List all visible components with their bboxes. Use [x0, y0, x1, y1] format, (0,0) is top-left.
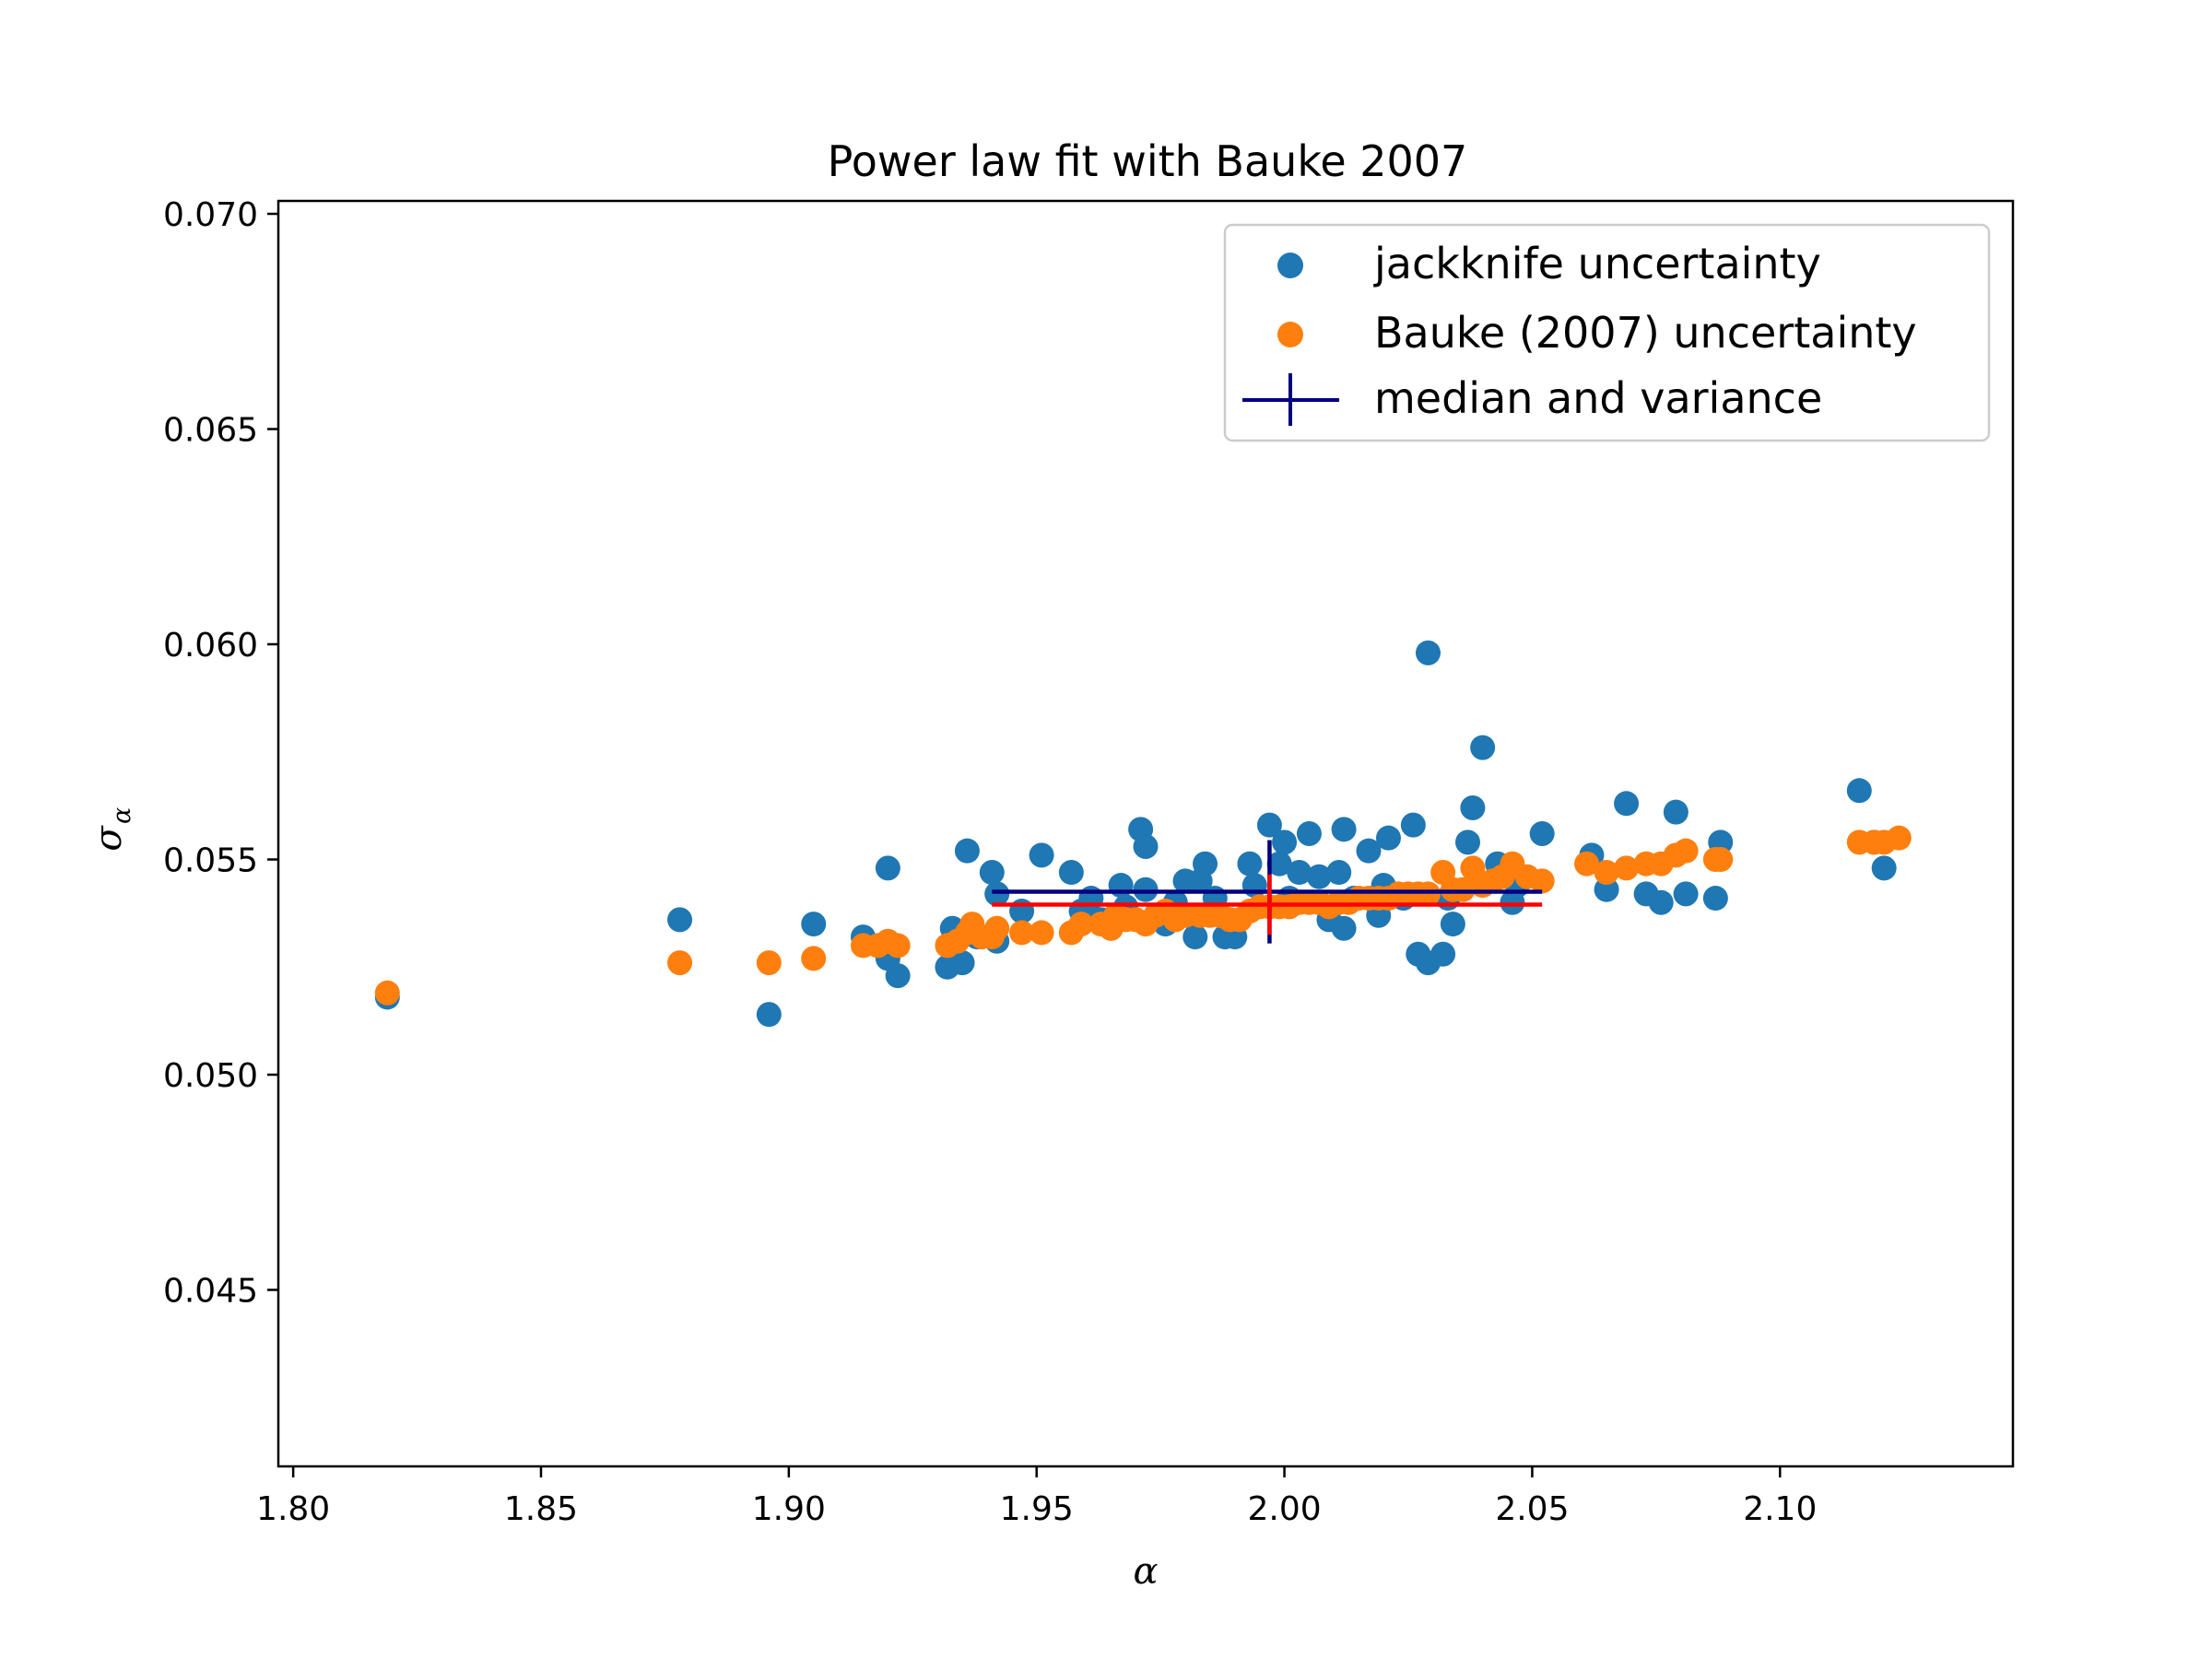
bauke-point	[1450, 877, 1476, 902]
jackknife-point	[1663, 799, 1688, 825]
jackknife-point	[1182, 924, 1208, 950]
jackknife-point	[1331, 817, 1357, 842]
x-tick-label: 2.05	[1495, 1490, 1569, 1528]
bauke-point	[667, 950, 693, 976]
legend-box	[1223, 223, 1991, 442]
legend-marker-jackknife	[1277, 253, 1303, 278]
jackknife-point	[1193, 851, 1218, 877]
plot-marks	[374, 640, 1912, 1028]
legend: jackknife uncertainty Bauke (2007) uncer…	[1223, 223, 1991, 442]
jackknife-point	[1430, 941, 1456, 967]
jackknife-point	[1296, 821, 1322, 846]
legend-label-jackknife: jackknife uncertainty	[1373, 239, 1821, 288]
bauke-median-variance-marker	[992, 874, 1543, 935]
jackknife-point	[1108, 873, 1134, 899]
jackknife-point	[1648, 889, 1674, 915]
x-tick-label: 1.85	[504, 1490, 578, 1528]
x-tick-label: 1.80	[256, 1490, 330, 1528]
plot-frame	[276, 199, 2015, 1468]
y-tick-label: 0.060	[163, 627, 258, 665]
jackknife-point	[1594, 877, 1619, 902]
jackknife-point	[1356, 838, 1382, 864]
jackknife-point	[979, 860, 1005, 886]
jackknife-point	[1256, 812, 1282, 838]
jackknife-point	[1470, 735, 1496, 760]
jackknife-point	[1009, 899, 1035, 924]
bauke-point	[1708, 847, 1734, 873]
legend-marker-bauke	[1277, 322, 1303, 347]
jackknife-point	[756, 1002, 782, 1028]
y-tick-label: 0.055	[163, 842, 258, 880]
bauke-point	[1673, 838, 1699, 864]
bauke-point	[801, 946, 827, 971]
jackknife-point	[1237, 851, 1263, 877]
x-tick-label: 2.00	[1247, 1490, 1321, 1528]
jackknife-point	[1673, 881, 1699, 907]
bauke-point	[1886, 825, 1912, 851]
x-tick-label: 1.90	[752, 1490, 826, 1528]
jackknife-point	[1331, 915, 1357, 941]
jackknife-point	[1133, 834, 1159, 860]
y-tick-label: 0.070	[163, 196, 258, 234]
bauke-point	[885, 933, 911, 959]
jackknife-point	[1029, 842, 1054, 868]
jackknife-point	[1272, 830, 1298, 855]
y-tick-label: 0.065	[163, 412, 258, 450]
jackknife-point	[1529, 821, 1555, 846]
jackknife-point	[885, 963, 911, 989]
jackknife-point	[1440, 912, 1465, 937]
y-tick-label: 0.045	[163, 1273, 258, 1311]
jackknife-point	[1415, 640, 1441, 665]
jackknife-point	[1306, 864, 1332, 889]
y-axis-label: σ α	[88, 807, 136, 852]
chart-title: Power law fit with Bauke 2007	[828, 136, 1468, 186]
y-axis-label-main: σ	[88, 825, 130, 852]
y-axis-label-subscript: α	[108, 807, 136, 824]
jackknife-point	[1702, 886, 1728, 912]
jackknife-point	[1400, 812, 1426, 838]
jackknife-point	[875, 855, 900, 881]
jackknife-point	[1846, 778, 1872, 804]
jackknife-point	[954, 838, 980, 864]
jackknife-point	[1614, 791, 1640, 817]
jackknife-point	[1455, 830, 1481, 855]
bauke-point	[1594, 860, 1619, 886]
jackknife-point	[1058, 860, 1084, 886]
bauke-series	[374, 825, 1912, 1006]
bauke-point	[1068, 912, 1094, 937]
jackknife-point	[1241, 873, 1267, 899]
x-axis-ticks: 1.80 1.85 1.90 1.95 2.00 2.05 2.10	[256, 1466, 1817, 1528]
x-axis-label: α	[1133, 1550, 1158, 1593]
bauke-point	[984, 915, 1010, 941]
jackknife-point	[949, 950, 975, 976]
bauke-point	[756, 950, 782, 976]
jackknife-point	[1375, 825, 1401, 851]
jackknife-point	[801, 912, 827, 937]
y-axis-ticks: 0.045 0.050 0.055 0.060 0.065 0.070	[163, 196, 278, 1311]
bauke-point	[1614, 855, 1640, 881]
x-tick-label: 2.10	[1743, 1490, 1817, 1528]
bauke-point	[1529, 868, 1555, 894]
x-tick-label: 1.95	[1000, 1490, 1074, 1528]
jackknife-point	[1078, 886, 1104, 912]
y-tick-label: 0.050	[163, 1057, 258, 1095]
legend-label-bauke: Bauke (2007) uncertainty	[1374, 308, 1917, 358]
bauke-point	[1009, 920, 1035, 946]
jackknife-point	[667, 907, 693, 933]
jackknife-point	[1460, 794, 1486, 820]
jackknife-point	[984, 881, 1010, 907]
jackknife-point	[1133, 877, 1159, 902]
bauke-point	[1415, 881, 1441, 907]
jackknife-point	[1871, 855, 1897, 881]
bauke-point	[374, 980, 400, 1006]
bauke-point	[1574, 851, 1600, 877]
jackknife-point	[1287, 860, 1312, 886]
jackknife-point	[1266, 851, 1292, 877]
legend-label-median: median and variance	[1374, 373, 1822, 423]
bauke-point	[1029, 920, 1054, 946]
jackknife-point	[1326, 860, 1352, 886]
